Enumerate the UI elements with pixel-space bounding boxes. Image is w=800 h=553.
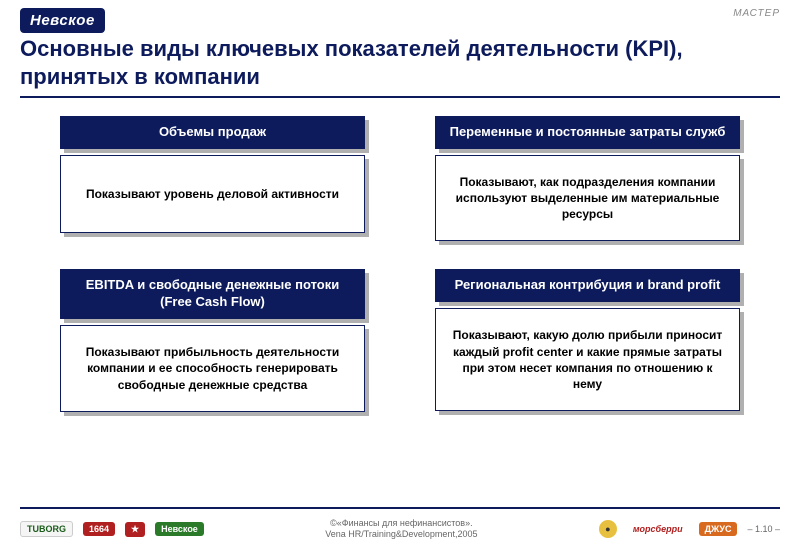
logo-nevskoe-small: Невское	[155, 522, 204, 536]
logo-1664: 1664	[83, 522, 115, 536]
brand-logo: Невское	[20, 8, 105, 33]
kpi-card: Региональная контрибуция и brand profit …	[435, 269, 740, 411]
kpi-card-body: Показывают, какую долю прибыли приносит …	[435, 308, 740, 411]
footer-logos-right: ● морсберри ДЖУС – 1.10 –	[599, 520, 780, 538]
page-number: – 1.10 –	[747, 524, 780, 534]
footer: TUBORG 1664 ★ Невское ©«Финансы для нефи…	[0, 511, 800, 547]
footer-rule	[20, 507, 780, 509]
slide-title: Основные виды ключевых показателей деяте…	[0, 35, 800, 96]
top-right-mark: МАСТЕР	[733, 8, 780, 19]
kpi-card-header: EBITDA и свободные денежные потоки (Free…	[60, 269, 365, 319]
copyright-line1: ©«Финансы для нефинансистов».	[204, 518, 599, 529]
kpi-grid: Объемы продаж Показывают уровень деловой…	[0, 116, 800, 412]
kpi-card-header: Переменные и постоянные затраты служб	[435, 116, 740, 149]
kpi-card-header: Объемы продаж	[60, 116, 365, 149]
kpi-card-header: Региональная контрибуция и brand profit	[435, 269, 740, 302]
logo-juice: ДЖУС	[699, 522, 738, 536]
footer-copyright: ©«Финансы для нефинансистов». Vena HR/Tr…	[204, 518, 599, 540]
kpi-card-body: Показывают прибыльность деятельности ком…	[60, 325, 365, 412]
footer-logos-left: TUBORG 1664 ★ Невское	[20, 521, 204, 537]
kpi-card-body: Показывают, как подразделения компании и…	[435, 155, 740, 242]
kpi-card: Объемы продаж Показывают уровень деловой…	[60, 116, 365, 241]
logo-morsberry: морсберри	[627, 522, 689, 536]
logo-star: ★	[125, 522, 145, 537]
logo-tuborg: TUBORG	[20, 521, 73, 537]
logo-round: ●	[599, 520, 617, 538]
kpi-card-body: Показывают уровень деловой активности	[60, 155, 365, 233]
title-underline	[20, 96, 780, 98]
kpi-card: EBITDA и свободные денежные потоки (Free…	[60, 269, 365, 411]
copyright-line2: Vena HR/Training&Development,2005	[204, 529, 599, 540]
kpi-card: Переменные и постоянные затраты служб По…	[435, 116, 740, 241]
